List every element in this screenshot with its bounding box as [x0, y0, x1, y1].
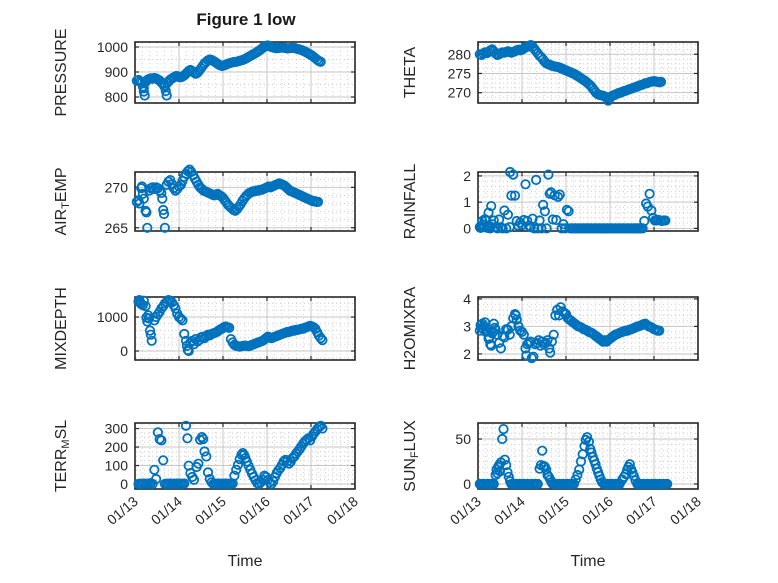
- x-tick-label: 01/17: [623, 493, 660, 528]
- y-axis-label-rainfall: RAINFALL: [402, 164, 419, 240]
- minor-grid: [136, 298, 354, 359]
- figure-title: Figure 1 low: [196, 10, 296, 29]
- y-tick-label: 200: [105, 439, 129, 455]
- y-tick-label: 1: [463, 194, 471, 210]
- subplot-mixdepth: 0 1000 MIXDEPTH: [53, 287, 356, 370]
- x-tick-label: 01/13: [447, 493, 484, 528]
- x-tick-label: 01/14: [491, 493, 528, 528]
- y-axis-label-mixdepth: MIXDEPTH: [53, 287, 70, 370]
- y-tick-label: 0: [463, 476, 471, 492]
- x-tick-label: 01/15: [535, 493, 572, 528]
- y-axis-label-airtemp: AIRTEMP: [53, 167, 72, 235]
- y-tick-label: 275: [448, 65, 472, 81]
- scatter-series: [133, 294, 328, 357]
- axes-box: [477, 422, 699, 490]
- y-tick-label: 50: [455, 431, 471, 447]
- y-axis-label-h2omixra: H2OMIXRA: [402, 286, 419, 370]
- major-grid: [135, 297, 355, 360]
- y-axis-label-theta: THETA: [402, 47, 419, 99]
- x-tick-label: 01/13: [104, 493, 141, 528]
- y-tick-label: 270: [105, 179, 129, 195]
- y-tick-label: 280: [448, 46, 472, 62]
- scatter-series: [131, 164, 324, 233]
- scatter-series: [474, 166, 671, 234]
- y-tick-label: 270: [448, 85, 472, 101]
- y-tick-label: 0: [463, 220, 471, 236]
- y-tick-label: 1000: [97, 39, 128, 55]
- x-tick-label: 01/14: [148, 493, 185, 528]
- y-axis-label-sunflux: SUNFLUX: [402, 420, 421, 492]
- tick-marks: [134, 172, 356, 231]
- scatter-series: [131, 40, 326, 101]
- y-tick-label: 265: [105, 220, 129, 236]
- y-tick-label: 0: [120, 343, 128, 359]
- y-tick-label: 1000: [97, 309, 128, 325]
- y-tick-label: 300: [105, 421, 129, 437]
- subplot-sunflux: 0 50 SUNFLUX 01/13 01/14 01/15 01/16 01/17 01/18: [402, 420, 704, 528]
- subplot-h2omixra: 2 3 4 H2OMIXRA: [402, 286, 699, 370]
- scatter-series: [133, 420, 328, 490]
- x-axis-label-left: Time: [227, 553, 263, 570]
- axes-box: [134, 422, 356, 490]
- y-tick-label: 3: [463, 318, 471, 334]
- y-axis-label-pressure: PRESSURE: [53, 28, 70, 116]
- subplot-rainfall: 0 1 2 RAINFALL: [402, 164, 699, 240]
- axes-box: [134, 296, 356, 361]
- y-tick-label: 900: [105, 64, 129, 80]
- y-axis-label-terrmsl: TERRMSL: [53, 420, 72, 492]
- x-tick-label: 01/16: [579, 493, 616, 528]
- scatter-series: [474, 423, 673, 490]
- axes-box: [477, 41, 699, 104]
- y-tick-label: 0: [120, 476, 128, 492]
- subplot-theta: 270 275 280 THETA: [402, 39, 699, 106]
- x-axis-label-right: Time: [570, 553, 606, 570]
- x-tick-label: 01/18: [667, 493, 704, 528]
- y-tick-label: 4: [463, 291, 471, 307]
- x-tick-label: 01/15: [192, 493, 229, 528]
- y-tick-label: 100: [105, 458, 129, 474]
- tick-marks: [477, 297, 699, 360]
- subplot-airtemp: 265 270 AIRTEMP: [53, 164, 356, 236]
- x-tick-label: 01/18: [324, 493, 361, 528]
- y-tick-label: 800: [105, 89, 129, 105]
- subplot-pressure: 800 900 1000 PRESSURE: [53, 28, 356, 117]
- tick-marks: [477, 42, 699, 103]
- x-tick-label: 01/16: [236, 493, 273, 528]
- scatter-series: [474, 39, 667, 106]
- scatter-series: [474, 302, 665, 364]
- y-tick-label: 2: [463, 346, 471, 362]
- x-tick-label: 01/17: [280, 493, 317, 528]
- y-tick-label: 2: [463, 168, 471, 184]
